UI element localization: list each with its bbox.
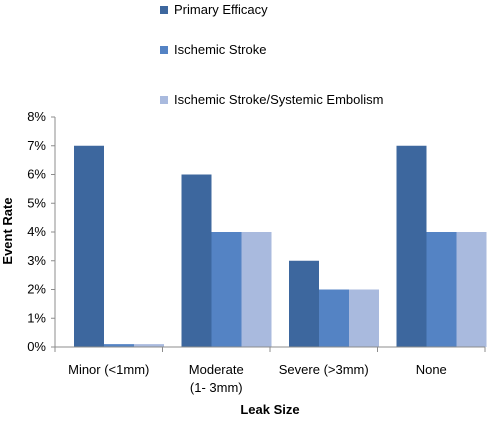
- legend-swatch: [160, 6, 168, 14]
- bar: [456, 232, 487, 347]
- y-tick-label: 7%: [27, 138, 46, 153]
- bar: [181, 174, 212, 347]
- legend-label: Ischemic Stroke/Systemic Embolism: [174, 92, 384, 107]
- x-tick-label: Severe (>3mm): [279, 362, 369, 377]
- x-axis: Minor (<1mm) Moderate (1- 3mm) Severe (>3mm…: [54, 346, 486, 395]
- bar: [289, 260, 319, 347]
- y-tick-label: 1%: [27, 310, 46, 325]
- x-tick-label: None: [416, 362, 447, 377]
- bar: [319, 289, 349, 347]
- y-tick-label: 4%: [27, 224, 46, 239]
- x-axis-title: Leak Size: [240, 402, 299, 417]
- y-tick-label: 0%: [27, 339, 46, 354]
- y-axis: 0% 1% 2% 3% 4% 5% 6% 7% 8%: [27, 109, 56, 354]
- x-tick-label: Moderate: [189, 362, 244, 377]
- y-tick-label: 2%: [27, 282, 46, 297]
- legend-label: Ischemic Stroke: [174, 42, 266, 57]
- bar: [396, 145, 427, 347]
- x-tick-label: (1- 3mm): [190, 380, 243, 395]
- legend-swatch: [160, 46, 168, 54]
- legend: Primary Efficacy Ischemic Stroke Ischemic …: [160, 2, 384, 107]
- bar: [426, 232, 457, 347]
- y-tick-label: 8%: [27, 109, 46, 124]
- bar: [104, 344, 134, 347]
- bar: [211, 232, 242, 347]
- y-tick-label: 6%: [27, 167, 46, 182]
- legend-swatch: [160, 96, 168, 104]
- bar: [74, 145, 104, 347]
- bar: [349, 289, 379, 347]
- y-tick-label: 3%: [27, 253, 46, 268]
- bar: [241, 232, 272, 347]
- y-axis-title: Event Rate: [0, 197, 15, 264]
- x-tick-label: Minor (<1mm): [68, 362, 149, 377]
- bars: [74, 145, 487, 347]
- legend-label: Primary Efficacy: [174, 2, 268, 17]
- y-tick-label: 5%: [27, 195, 46, 210]
- bar: [134, 344, 164, 347]
